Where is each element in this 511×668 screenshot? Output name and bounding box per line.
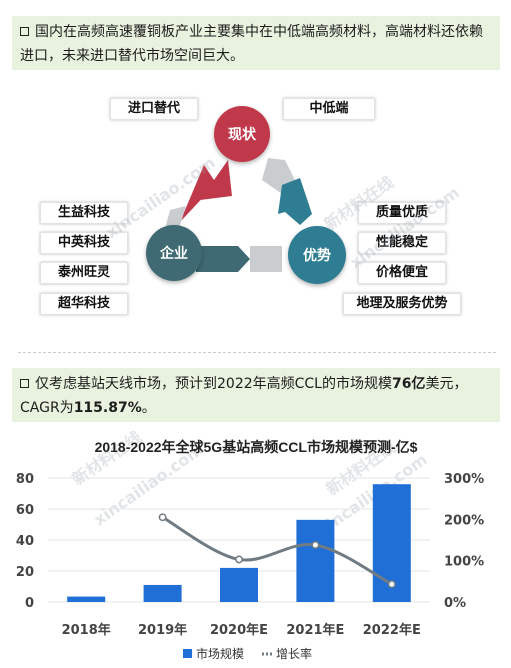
callout-text-post: 。 xyxy=(141,400,156,416)
tag-company-2: 中英科技 xyxy=(40,232,128,254)
y-right-tick-label: 300% xyxy=(444,472,484,487)
bar xyxy=(143,584,182,602)
y-right-tick-label: 200% xyxy=(444,513,484,528)
callout-text: 国内在高频高速覆铜板产业主要集中在中低端高频材料，高端材料还依赖进口，未来进口替… xyxy=(20,24,483,64)
tag-import-substitution: 进口替代 xyxy=(110,98,198,120)
growth-line xyxy=(161,515,393,586)
growth-marker xyxy=(158,513,167,522)
x-tick-label: 2022年E xyxy=(363,622,421,638)
bar xyxy=(67,596,106,602)
arrow-left-to-top xyxy=(180,160,232,222)
tag-advantage-1: 质量优质 xyxy=(358,202,446,224)
section-divider xyxy=(18,352,496,353)
node-status: 现状 xyxy=(214,106,270,162)
x-tick-label: 2021年E xyxy=(286,622,344,638)
tag-company-1: 生益科技 xyxy=(40,202,128,224)
x-tick-label: 2019年 xyxy=(138,622,187,638)
growth-marker xyxy=(387,580,396,589)
tag-mid-low-end: 中低端 xyxy=(283,98,375,120)
market-size-chart: 2018-2022年全球5G基站高频CCL市场规模预测-亿$ 0 20 40 60 80… xyxy=(16,439,484,661)
y-left-tick-label: 20 xyxy=(16,565,34,580)
y-right-tick-label: 100% xyxy=(444,555,484,570)
callout-text-pre: 仅考虑基站天线市场，预计到2022年高频CCL的市场规模 xyxy=(35,376,392,392)
x-tick-label: 2020年E xyxy=(210,622,268,638)
legend-label-line: 增长率 xyxy=(276,646,312,661)
x-tick-label: 2018年 xyxy=(62,622,111,638)
callout-highlight-size: 76亿 xyxy=(391,376,426,392)
callout-text-mid: 美元，CAGR为 xyxy=(20,376,468,416)
y-left-tick-label: 80 xyxy=(16,472,34,487)
chart-legend: 市场规模 增长率 xyxy=(183,646,312,661)
y-right-tick-label: 0% xyxy=(444,596,466,611)
legend-label-bar: 市场规模 xyxy=(196,646,244,661)
growth-marker xyxy=(311,541,320,549)
arrow-bottom-right xyxy=(250,246,282,272)
square-bullet-icon xyxy=(20,379,29,388)
tag-advantage-3: 价格便宜 xyxy=(358,262,446,284)
tag-company-3: 泰州旺灵 xyxy=(40,262,128,284)
y-left-tick-label: 0 xyxy=(25,596,34,611)
legend-swatch-bar xyxy=(183,649,192,658)
cycle-diagram xyxy=(164,158,312,272)
node-advantages: 优势 xyxy=(288,226,346,284)
growth-marker xyxy=(235,555,243,564)
node-companies: 企业 xyxy=(146,225,202,281)
y-left-tick-label: 40 xyxy=(16,534,34,549)
bar xyxy=(220,567,258,602)
arrow-bottom-left xyxy=(196,246,250,272)
chart-title: 2018-2022年全球5G基站高频CCL市场规模预测-亿$ xyxy=(95,439,418,455)
y-left-tick-label: 60 xyxy=(16,503,34,518)
callout-market-forecast: 仅考虑基站天线市场，预计到2022年高频CCL的市场规模76亿美元，CAGR为1… xyxy=(12,368,500,422)
tag-advantage-4: 地理及服务优势 xyxy=(343,293,461,315)
callout-current-status: 国内在高频高速覆铜板产业主要集中在中低端高频材料，高端材料还依赖进口，未来进口替… xyxy=(12,16,500,70)
tag-company-4: 超华科技 xyxy=(40,293,128,315)
tag-advantage-2: 性能稳定 xyxy=(358,232,446,254)
square-bullet-icon xyxy=(20,27,29,36)
arrow-right-down xyxy=(278,178,312,225)
bar xyxy=(296,519,335,602)
callout-highlight-cagr: 115.87% xyxy=(73,400,142,416)
